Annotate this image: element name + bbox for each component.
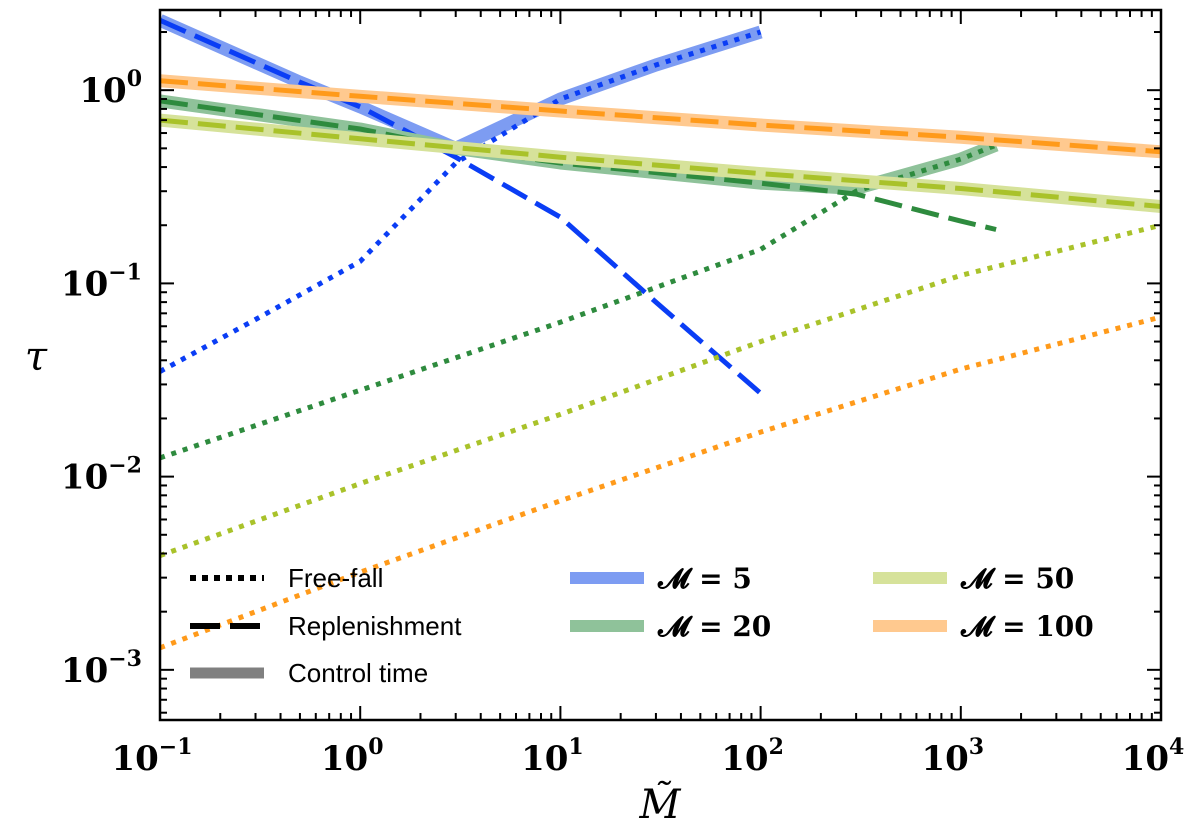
x-tick-label: 104 — [1122, 734, 1185, 779]
x-tick-label: 103 — [921, 734, 984, 779]
legend-color-label: 𝓜 = 20 — [657, 610, 771, 643]
legend-color-label: 𝓜 = 100 — [960, 610, 1094, 643]
replenishment-line-m5 — [160, 18, 763, 396]
legend-label: Control time — [288, 658, 428, 688]
free-fall-line-m100 — [160, 314, 1161, 651]
y-axis-title: τ — [25, 334, 48, 380]
x-tick-label: 10−1 — [111, 734, 192, 779]
legend-color-label: 𝓜 = 5 — [657, 562, 752, 595]
y-tick-label: 10−3 — [61, 646, 142, 691]
plot-frame — [158, 8, 1163, 722]
x-axis-title: M̃ — [639, 781, 682, 828]
legend-color-label: 𝓜 = 50 — [960, 562, 1074, 595]
x-tick-label: 101 — [521, 734, 584, 779]
legend-label: Replenishment — [288, 611, 462, 641]
free-fall-line-m5 — [160, 29, 762, 374]
legend-label: Free-fall — [288, 563, 383, 593]
replenishment-line-m20 — [160, 98, 997, 232]
replenishment-line-m100 — [160, 78, 1161, 155]
y-tick-label: 100 — [79, 66, 142, 111]
y-tick-label: 10−1 — [61, 259, 142, 304]
free-fall-line-m50 — [160, 222, 1161, 558]
x-tick-label: 100 — [321, 734, 384, 779]
x-tick-label: 102 — [721, 734, 784, 779]
replenishment-line-m50 — [160, 117, 1161, 209]
legend: Free-fall Replenishment Control time 𝓜 = 5 𝓜… — [190, 562, 1094, 688]
y-tick-label: 10−2 — [61, 453, 142, 498]
